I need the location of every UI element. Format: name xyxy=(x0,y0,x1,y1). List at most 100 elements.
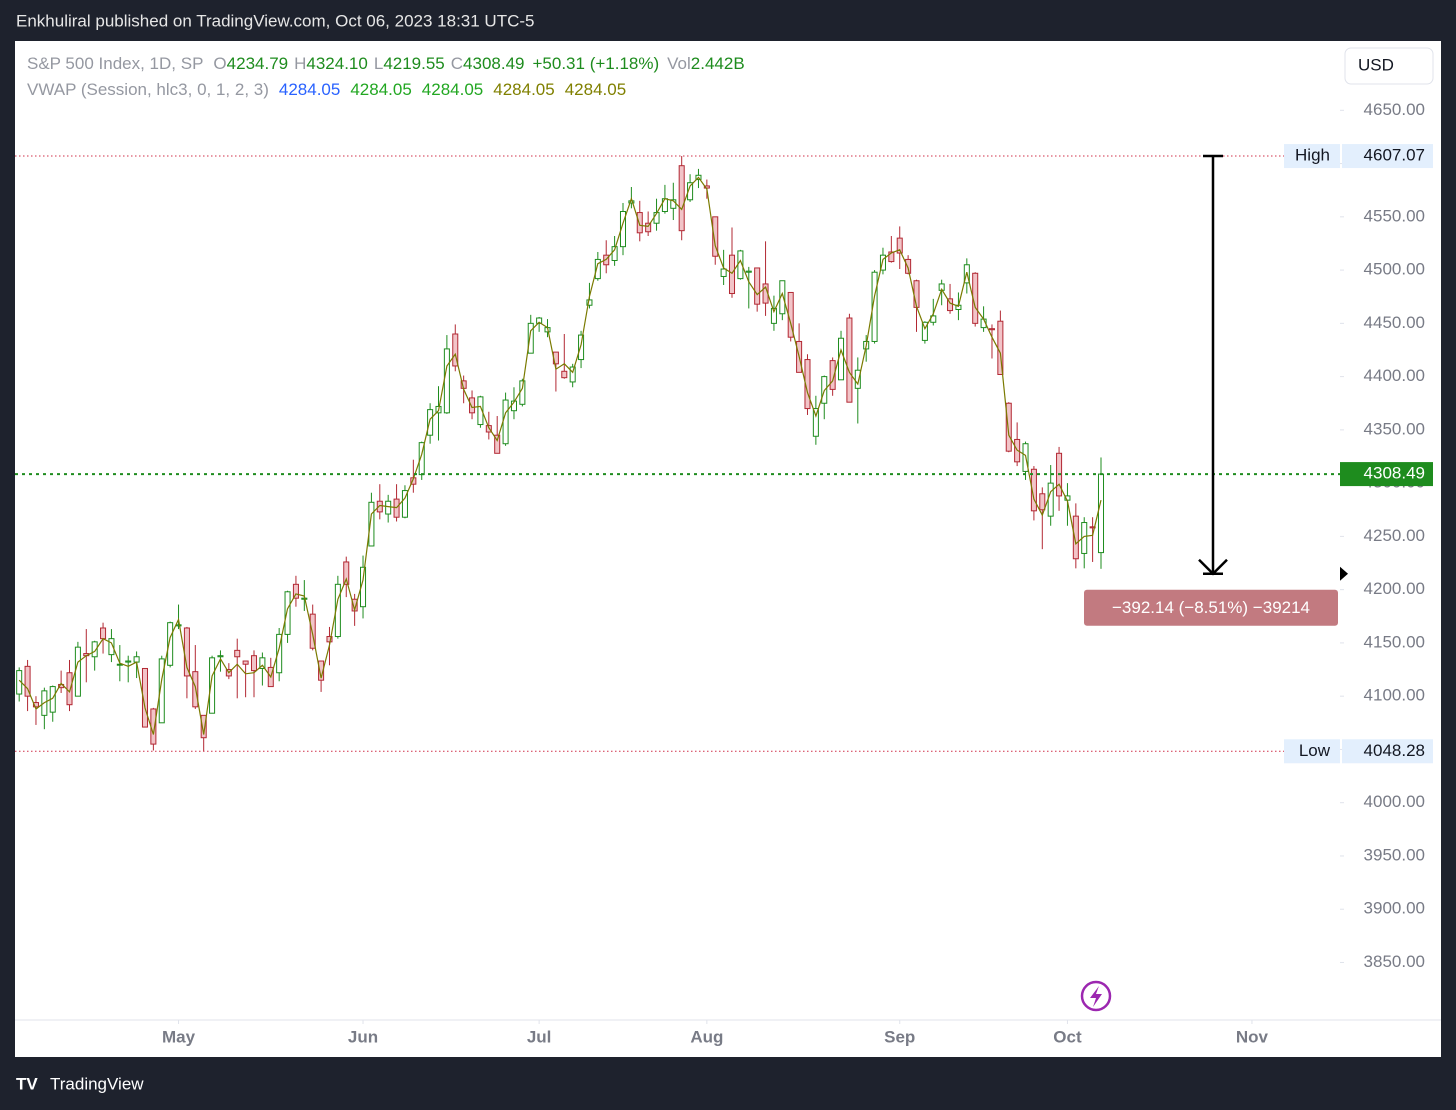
measure-tag xyxy=(1084,589,1338,626)
publish-header: Enkhuliral published on TradingView.com,… xyxy=(16,11,534,30)
candle-body xyxy=(292,583,299,599)
candle-body xyxy=(536,317,543,324)
candle-body xyxy=(619,211,627,248)
candle-body xyxy=(385,500,392,515)
currency-button[interactable] xyxy=(1344,47,1434,85)
vwap-legend-value: 4284.05 xyxy=(565,80,626,99)
y-tick-label: 4250.00 xyxy=(1364,526,1425,545)
logo-mark: TV xyxy=(16,1074,38,1093)
level-tag-label: Low xyxy=(1299,741,1331,760)
vwap-legend-value: 4284.05 xyxy=(350,80,411,99)
x-tick-label: May xyxy=(162,1027,196,1046)
candle-body xyxy=(578,334,585,361)
vwap-legend: VWAP (Session, hlc3, 0, 1, 2, 3) 4284.05 4… xyxy=(27,80,626,99)
candle-body xyxy=(209,657,216,714)
candle-body xyxy=(812,408,819,437)
candle-body xyxy=(284,591,291,635)
current-price-label: 4308.49 xyxy=(1364,464,1425,483)
candle-body xyxy=(108,638,115,656)
y-tick-label: 4150.00 xyxy=(1364,632,1425,651)
level-price-label: 4607.07 xyxy=(1364,146,1425,165)
vwap-legend-value: 4284.05 xyxy=(422,80,483,99)
candle-body xyxy=(32,702,39,708)
y-tick-label: 3950.00 xyxy=(1364,845,1425,864)
footer-brand: TradingView xyxy=(50,1074,144,1093)
candle-body xyxy=(502,399,509,445)
candle-body xyxy=(343,561,350,585)
candle-body xyxy=(167,622,174,666)
candle-body xyxy=(905,258,912,274)
candle-body xyxy=(846,317,853,403)
candle-body xyxy=(100,627,107,640)
vwap-legend-value: 4284.05 xyxy=(279,80,340,99)
candle-body xyxy=(91,641,98,658)
candle-body xyxy=(200,714,207,739)
x-tick-label: Sep xyxy=(884,1027,915,1046)
candle-body xyxy=(745,270,752,273)
y-tick-label: 4650.00 xyxy=(1364,100,1425,119)
candle-body xyxy=(829,360,836,390)
candle-body xyxy=(921,321,928,341)
current-price-tag xyxy=(1340,462,1433,487)
candle-body xyxy=(401,490,408,518)
candle-body xyxy=(309,613,316,649)
candle-body xyxy=(1089,526,1096,529)
candle-body xyxy=(594,258,601,280)
level-price-label: 4048.28 xyxy=(1364,741,1425,760)
candle-body xyxy=(754,267,761,305)
candle-body xyxy=(477,396,484,426)
candle-body xyxy=(276,633,283,674)
y-tick-label: 3850.00 xyxy=(1364,952,1425,971)
candle-body xyxy=(561,370,568,379)
chart-panel xyxy=(15,41,1441,1057)
candle-body xyxy=(469,397,476,414)
candle-body xyxy=(1030,468,1037,512)
candle-body xyxy=(888,251,895,263)
candle-body xyxy=(259,657,266,669)
vwap-legend-value: 4284.05 xyxy=(493,80,554,99)
y-tick-label: 4000.00 xyxy=(1364,792,1425,811)
x-tick-label: Aug xyxy=(690,1027,723,1046)
footer-logo: TV xyxy=(16,1074,38,1093)
candle-body xyxy=(125,660,132,663)
candle-body xyxy=(720,268,727,277)
candle-body xyxy=(24,665,31,697)
legend-letter: H xyxy=(294,54,306,73)
candle-body xyxy=(628,200,635,204)
candle-body xyxy=(519,380,526,405)
legend-value: 4234.79 xyxy=(227,54,288,73)
level-tag xyxy=(1284,144,1340,169)
candle-body xyxy=(779,280,786,315)
candle-body xyxy=(494,434,501,454)
y-tick-label: 4100.00 xyxy=(1364,686,1425,705)
candle-body xyxy=(879,254,886,271)
measure-arrowhead xyxy=(1198,558,1228,576)
candle-body xyxy=(376,500,383,513)
x-tick-label: Oct xyxy=(1053,1027,1082,1046)
lightning-bolt xyxy=(1090,986,1102,1007)
candle-body xyxy=(569,366,576,383)
measure-axis-marker xyxy=(1340,566,1348,581)
candle-body xyxy=(871,271,878,342)
candle-body xyxy=(1097,473,1105,554)
y-tick-label: 4450.00 xyxy=(1364,313,1425,332)
candle-body xyxy=(1005,402,1012,452)
measure-label: −392.14 (−8.51%) −39214 xyxy=(1112,598,1310,617)
candle-body xyxy=(66,672,73,706)
y-tick-label: 4350.00 xyxy=(1364,419,1425,438)
candle-body xyxy=(443,348,450,414)
candle-body xyxy=(645,222,652,233)
level-price-tag xyxy=(1342,144,1433,169)
candle-body xyxy=(712,216,719,257)
vwap-line xyxy=(18,176,1102,735)
legend-title: S&P 500 Index, 1D, SP xyxy=(27,54,203,73)
candle-body xyxy=(158,658,165,724)
candle-body xyxy=(854,369,861,389)
candle-body xyxy=(368,501,375,547)
y-tick-label: 4200.00 xyxy=(1364,579,1425,598)
level-price-tag xyxy=(1342,739,1433,764)
candle-body xyxy=(678,165,685,232)
legend-letter: O xyxy=(213,54,226,73)
